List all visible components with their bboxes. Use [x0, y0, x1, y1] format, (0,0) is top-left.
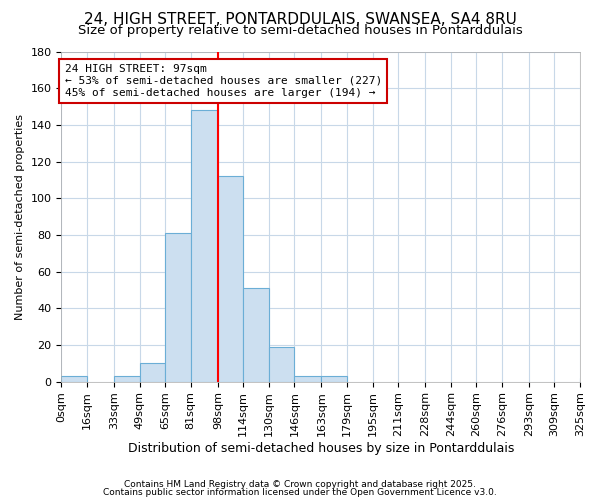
Bar	[218, 176, 244, 382]
X-axis label: Distribution of semi-detached houses by size in Pontarddulais: Distribution of semi-detached houses by …	[128, 442, 514, 455]
Text: Contains public sector information licensed under the Open Government Licence v3: Contains public sector information licen…	[103, 488, 497, 497]
Bar	[191, 110, 218, 382]
Text: Contains HM Land Registry data © Crown copyright and database right 2025.: Contains HM Land Registry data © Crown c…	[124, 480, 476, 489]
Bar	[295, 376, 322, 382]
Bar	[140, 364, 165, 382]
Bar	[269, 347, 295, 382]
Bar	[165, 233, 191, 382]
Bar	[244, 288, 269, 382]
Text: 24, HIGH STREET, PONTARDDULAIS, SWANSEA, SA4 8RU: 24, HIGH STREET, PONTARDDULAIS, SWANSEA,…	[83, 12, 517, 28]
Bar	[322, 376, 347, 382]
Text: 24 HIGH STREET: 97sqm
← 53% of semi-detached houses are smaller (227)
45% of sem: 24 HIGH STREET: 97sqm ← 53% of semi-deta…	[65, 64, 382, 98]
Bar	[580, 378, 600, 382]
Y-axis label: Number of semi-detached properties: Number of semi-detached properties	[15, 114, 25, 320]
Text: Size of property relative to semi-detached houses in Pontarddulais: Size of property relative to semi-detach…	[77, 24, 523, 37]
Bar	[61, 376, 87, 382]
Bar	[114, 376, 140, 382]
